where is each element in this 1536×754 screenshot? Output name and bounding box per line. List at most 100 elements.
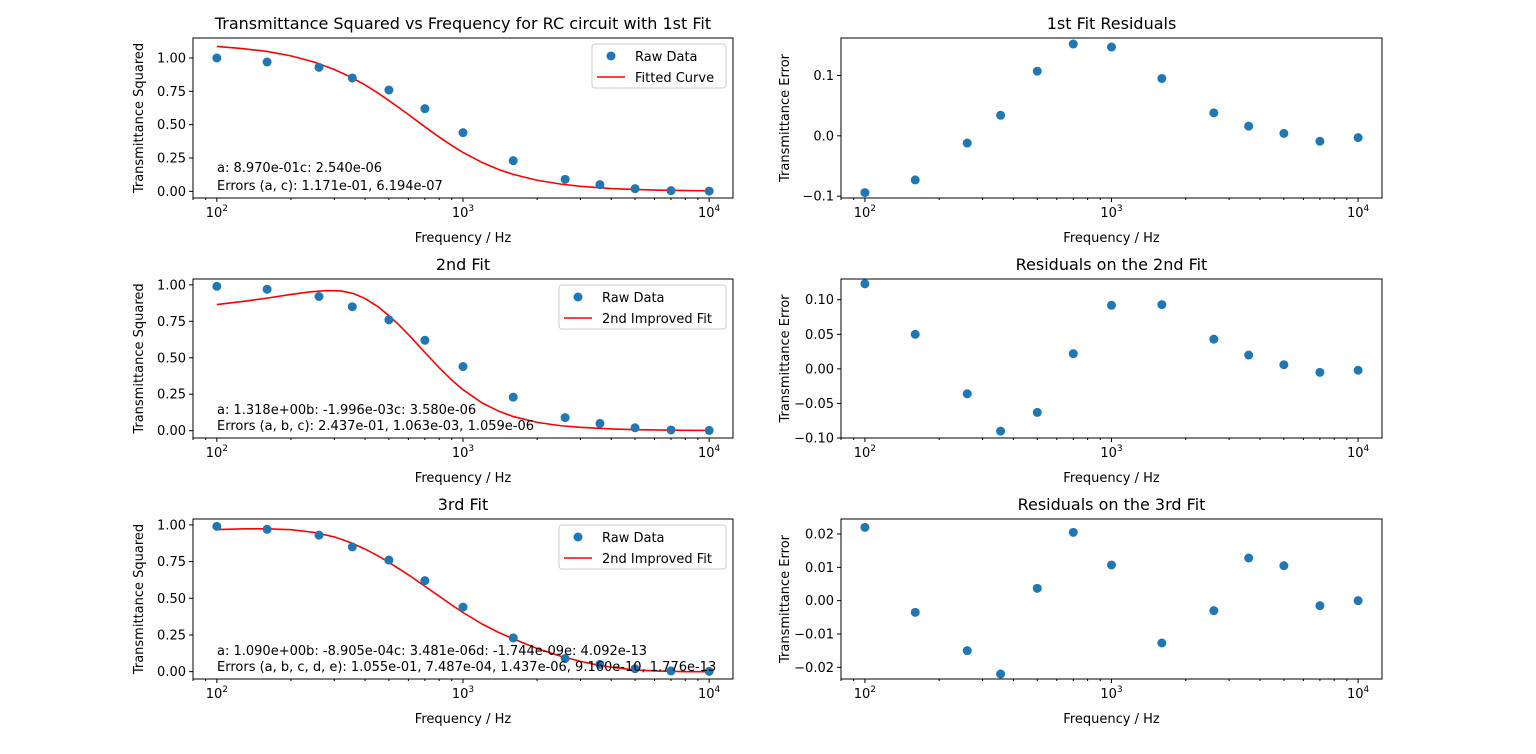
x-tick-label: 103 [452,444,474,461]
data-point [1032,583,1042,593]
y-tick-label: −0.02 [794,661,834,676]
y-tick-label: −0.01 [794,628,834,643]
data-point [910,329,920,339]
axes-frame [840,518,1383,680]
legend-marker [573,532,583,542]
x-tick-label: 104 [698,685,721,702]
y-tick-label: 0.05 [805,328,834,343]
x-tick-label: 102 [854,444,876,461]
data-point [1032,407,1042,417]
data-point [630,423,640,433]
data-point [560,653,570,663]
x-axis-label: Frequency / Hz [1063,712,1160,727]
data-point [1157,638,1167,648]
data-point [630,664,640,674]
y-tick-label: 0.01 [805,561,834,576]
fit-parameters-text: Errors (a, b, c, d, e): 1.055e-01, 7.487… [217,660,716,675]
data-point [704,666,714,676]
data-point [1209,334,1219,344]
data-point [262,57,272,67]
chart-title: Transmittance Squared vs Frequency for R… [214,14,711,33]
x-tick-label: 103 [452,204,474,221]
data-point [1244,553,1254,563]
y-tick-label: 0.00 [805,362,834,377]
y-tick-label: 0.50 [157,592,186,607]
data-point [1157,300,1167,310]
y-tick-label: 0.00 [805,594,834,609]
data-point [1107,300,1116,310]
x-tick-label: 104 [698,444,721,461]
data-point [212,53,222,63]
data-point [1353,365,1363,375]
y-tick-label: 0.75 [157,315,186,330]
data-point [962,389,972,399]
data-point [420,335,430,345]
data-point [1315,601,1325,611]
data-point [384,555,394,565]
x-tick-label: 104 [1347,444,1370,461]
fit-line [216,289,710,432]
legend-marker [573,292,583,302]
data-point [666,425,676,435]
data-point [595,180,605,190]
data-point [212,281,222,291]
data-point [1315,367,1325,377]
x-axis-label: Frequency / Hz [1063,471,1160,486]
y-tick-label: 1.00 [157,52,186,67]
x-axis-label: Frequency / Hz [415,712,512,727]
data-point [1244,121,1254,131]
data-point [458,128,468,138]
chart-title: Residuals on the 2nd Fit [1016,255,1208,274]
y-tick-label: −0.05 [794,397,834,412]
chart-title: Residuals on the 3rd Fit [1018,495,1206,514]
data-point [420,104,430,114]
data-point [630,184,640,194]
x-tick-label: 102 [854,204,876,221]
data-point [347,302,357,312]
data-point [508,392,518,402]
data-point [666,186,676,196]
subplot-4: 102 103 104 −0.10 −0.05 0.00 0.05 0.10 Frequency… [778,255,1383,486]
axes-frame [840,37,1383,199]
data-point [1279,360,1289,370]
data-point [704,425,714,435]
data-point [996,426,1006,436]
subplot-1: 102 103 104 0.00 0.25 0.50 0.75 1.00 Frequency /… [132,14,734,246]
x-tick-label: 102 [206,204,228,221]
data-point [666,666,676,676]
data-point [704,186,714,196]
y-axis-label: Transmittance Squared [132,283,147,434]
chart-title: 2nd Fit [436,255,490,274]
data-point [347,542,357,552]
y-tick-label: 0.25 [157,388,186,403]
subplot-6: 102 103 104 −0.02 −0.01 0.00 0.01 0.02 Frequency… [778,495,1383,727]
fit-parameters-text: Errors (a, c): 1.171e-01, 6.194e-07 [217,179,443,194]
data-point [910,175,920,185]
y-tick-label: 0.25 [157,628,186,643]
fit-parameters-text: a: 8.970e-01c: 2.540e-06 [217,161,382,176]
y-tick-label: 0.25 [157,152,186,167]
x-tick-label: 103 [1100,444,1122,461]
data-point [1353,133,1363,143]
y-tick-label: 0.02 [805,528,834,543]
x-tick-label: 102 [854,685,876,702]
y-tick-label: 0.75 [157,555,186,570]
x-tick-label: 104 [1347,204,1370,221]
x-axis-label: Frequency / Hz [415,231,512,246]
x-tick-label: 102 [206,444,228,461]
legend: Raw Data 2nd Improved Fit [558,284,727,330]
subplot-3: 102 103 104 0.00 0.25 0.50 0.75 1.00 Frequency /… [132,255,734,486]
x-tick-label: 102 [206,685,228,702]
data-point [1209,606,1219,616]
data-point [458,362,468,372]
data-point [314,530,324,540]
legend-label: Raw Data [602,291,665,306]
data-point [560,174,570,184]
y-tick-label: 1.00 [157,278,186,293]
y-axis-label: Transmittance Squared [132,43,147,194]
data-point [1032,66,1042,76]
y-tick-label: 0.50 [157,118,186,133]
data-point [1209,108,1219,118]
data-point [1068,39,1078,49]
data-point [1157,73,1167,83]
